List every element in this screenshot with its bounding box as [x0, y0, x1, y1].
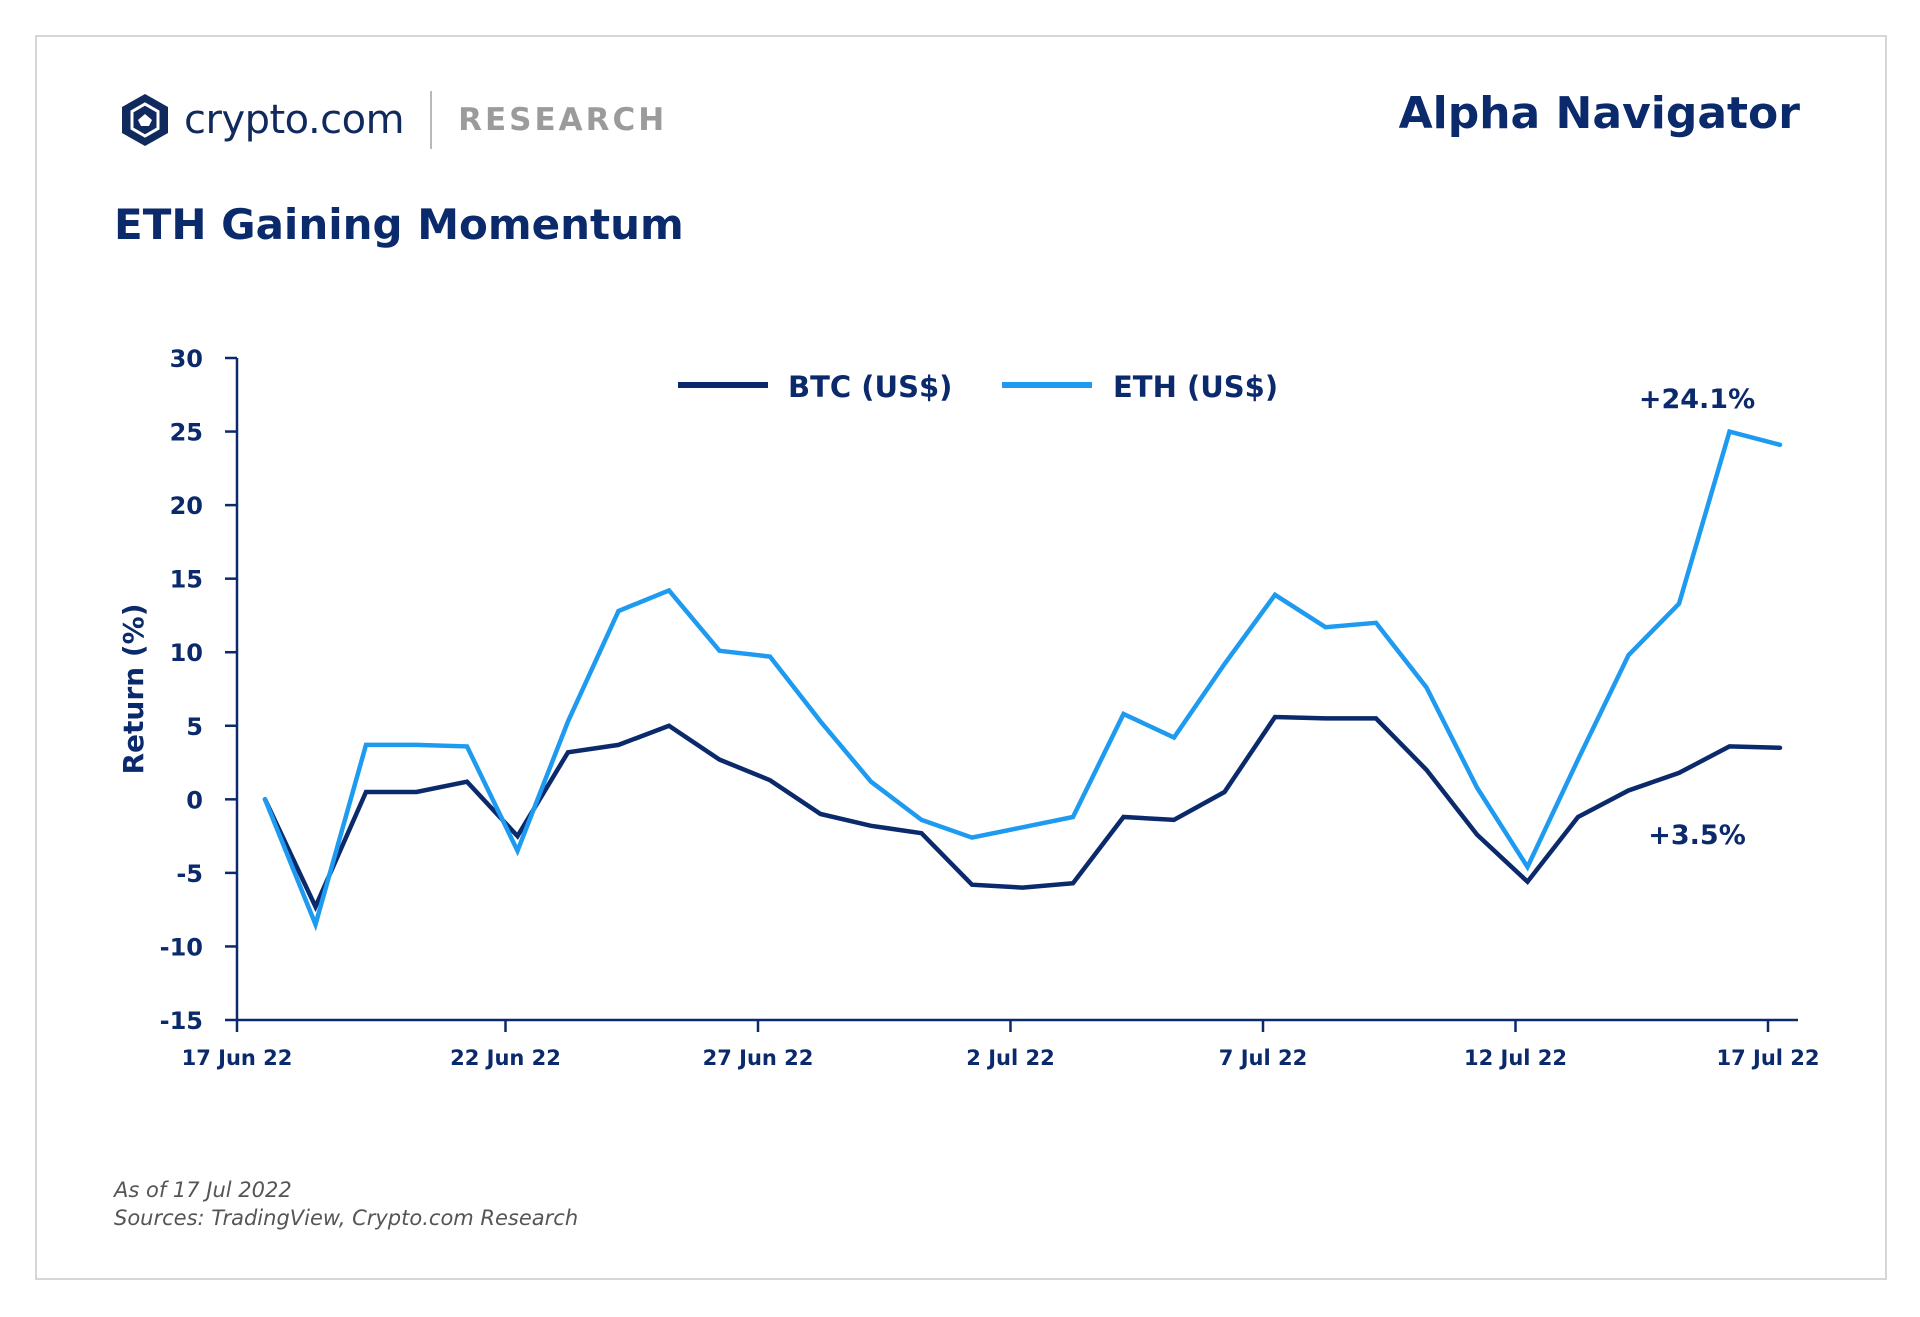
x-tick-label: 12 Jul 22 [1464, 1046, 1567, 1070]
legend-label: ETH (US$) [1113, 370, 1278, 404]
brand-section: RESEARCH [458, 102, 668, 138]
x-tick-label: 22 Jun 22 [450, 1046, 561, 1070]
series-line-btc [262, 714, 1783, 913]
y-tick-label: 25 [170, 419, 203, 447]
chart-title: ETH Gaining Momentum [114, 200, 684, 249]
report-name: Alpha Navigator [1398, 88, 1800, 139]
brand-name: crypto.com [184, 97, 405, 143]
y-axis-label: Return (%) [117, 603, 150, 774]
y-tick-label: 30 [170, 345, 203, 373]
brand-divider [430, 91, 433, 149]
footnote-as-of: As of 17 Jul 2022 [114, 1178, 292, 1202]
chart-legend: BTC (US$) ETH (US$) [678, 370, 1278, 404]
x-tick-label: 27 Jun 22 [703, 1046, 814, 1070]
chart-labels: +3.5% +24.1% [1639, 384, 1755, 851]
footnote-sources: Sources: TradingView, Crypto.com Researc… [114, 1206, 579, 1230]
y-tick-label: -10 [160, 933, 203, 961]
brand-header: crypto.com RESEARCH [120, 90, 667, 150]
series-line-eth [262, 428, 1783, 932]
y-tick-label: 0 [186, 786, 203, 814]
chart-axes: -15 -10 -5 0 5 10 15 20 25 30 17 Jun 22 22 Jun 22 27… [117, 345, 1820, 1070]
end-value-label: +3.5% [1648, 820, 1746, 851]
end-value-label: +24.1% [1639, 384, 1755, 415]
crypto-com-logo-icon [122, 94, 168, 146]
y-tick-label: 20 [170, 492, 203, 520]
y-tick-label: 10 [170, 639, 203, 667]
y-tick-label: -5 [176, 860, 203, 888]
y-tick-label: 15 [170, 566, 203, 594]
y-tick-label: 5 [186, 713, 203, 741]
chart-frame [35, 35, 1887, 1280]
y-tick-label: -15 [160, 1007, 203, 1035]
chart-series [262, 428, 1783, 932]
legend-label: BTC (US$) [788, 370, 952, 404]
x-tick-label: 17 Jul 22 [1716, 1046, 1819, 1070]
x-tick-label: 7 Jul 22 [1219, 1046, 1307, 1070]
x-tick-label: 2 Jul 22 [966, 1046, 1054, 1070]
x-tick-label: 17 Jun 22 [182, 1046, 293, 1070]
